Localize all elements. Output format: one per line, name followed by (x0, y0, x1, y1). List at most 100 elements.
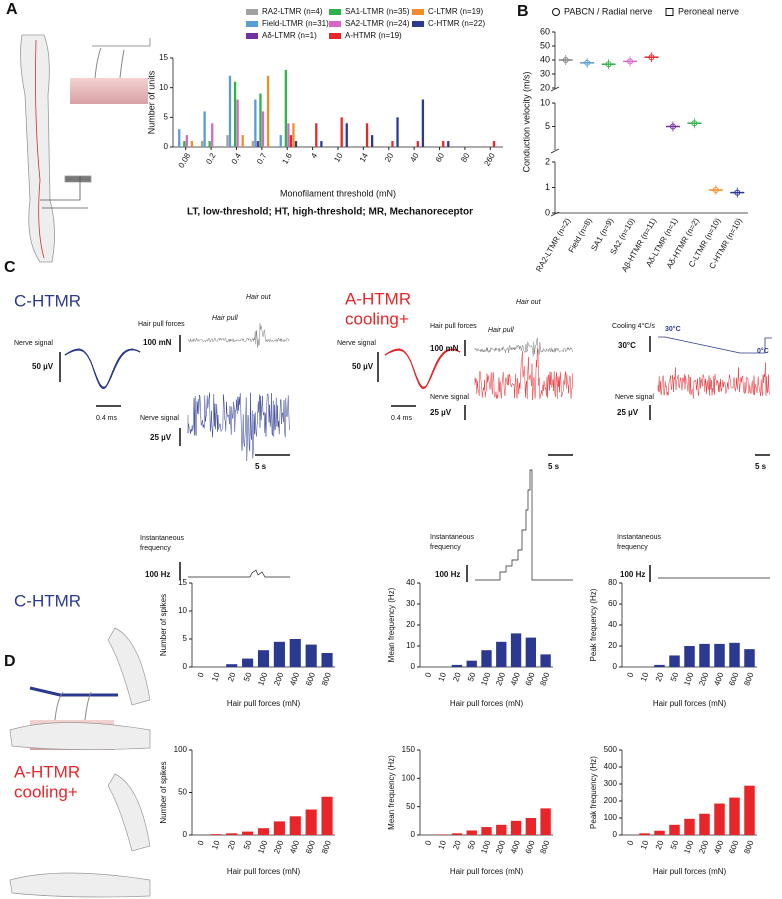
bar (684, 646, 695, 667)
row-label: cooling+ (14, 782, 78, 801)
point (734, 189, 741, 196)
y-tick-label: 20 (540, 82, 550, 92)
bar (226, 833, 238, 835)
bar (241, 135, 244, 147)
note: LT, low-threshold; HT, high-threshold; M… (187, 207, 473, 218)
y-tick-label: 300 (604, 779, 618, 788)
x-tick-label: 200 (272, 839, 285, 855)
bar (684, 818, 695, 835)
axis-break (550, 148, 560, 154)
legend-label: C-HTMR (n=22) (428, 19, 485, 28)
x-tick-label: 0 (196, 671, 206, 679)
y-tick-label: 1 (545, 182, 550, 192)
label: 100 Hz (620, 570, 645, 579)
spike-waveform (64, 349, 141, 389)
x-tick-label: 400 (712, 671, 725, 687)
label: Hair out (516, 299, 542, 306)
label: Instantaneous (140, 535, 184, 542)
bar (226, 664, 238, 667)
bar (510, 633, 522, 667)
spike-waveform (64, 349, 141, 388)
spike-waveform (384, 348, 461, 389)
bar (416, 141, 419, 147)
spike-waveform (384, 349, 461, 388)
bar (190, 141, 194, 147)
x-axis-label: Hair pull forces (mN) (653, 867, 727, 876)
bar (273, 641, 285, 667)
spike-waveform (384, 348, 461, 389)
bar (289, 135, 293, 147)
spike-waveform (384, 349, 461, 388)
bar (266, 75, 270, 147)
bar (178, 129, 181, 147)
legend-label: Peroneal nerve (678, 6, 739, 16)
x-tick-label: 100 (682, 839, 695, 855)
bar (510, 820, 522, 835)
legend-marker (552, 8, 560, 16)
bar (228, 75, 232, 147)
bar (284, 69, 287, 147)
bar (639, 833, 650, 835)
label: 5 s (755, 462, 767, 471)
bar (654, 830, 665, 835)
y-tick-label: 40 (406, 578, 415, 587)
y-tick-label: 100 (604, 813, 618, 822)
legend-swatch (329, 21, 341, 27)
y-tick-label: 0 (183, 662, 188, 671)
x-tick-label: 20 (226, 671, 238, 683)
bar (714, 803, 725, 835)
y-tick-label: 5 (183, 634, 188, 643)
panel-letter: C (4, 259, 16, 276)
bar (226, 135, 229, 147)
y-tick-label: 60 (540, 26, 550, 36)
x-tick-label: 800 (538, 839, 551, 855)
bar (714, 643, 725, 667)
x-tick-label: 200 (697, 671, 710, 687)
y-tick-label: 10 (540, 97, 550, 107)
spike-waveform (64, 349, 141, 388)
bar (257, 650, 270, 667)
bar (340, 117, 343, 147)
x-tick-label: 100 (682, 671, 695, 687)
x-tick-label: 40 (408, 151, 421, 164)
y-tick-label: 5 (164, 112, 169, 121)
spike-waveform (64, 349, 141, 388)
bar (289, 816, 301, 835)
x-tick-label: 0 (423, 839, 433, 847)
label: Cooling 4°C/s (612, 322, 655, 330)
y-tick-label: 100 (402, 773, 416, 782)
label: Hair pull (488, 327, 514, 334)
label: 100 Hz (145, 570, 170, 579)
spike-waveform (384, 349, 461, 388)
bar (525, 818, 537, 835)
bar (669, 824, 680, 835)
bar (321, 653, 333, 667)
x-tick-label: 50 (466, 671, 478, 683)
bar (292, 123, 295, 147)
axis (172, 58, 503, 148)
y-tick-label: 50 (178, 788, 187, 797)
bar (744, 785, 755, 835)
bar (669, 655, 680, 667)
x-tick-label: 10 (437, 671, 449, 683)
x-tick-label: 14 (358, 151, 371, 164)
label: 25 µV (430, 408, 452, 417)
x-tick-label: 20 (451, 839, 463, 851)
spike-waveform (64, 348, 141, 389)
spike-waveform (384, 348, 461, 389)
label: Hair pull (212, 315, 238, 322)
bar (421, 99, 425, 147)
bar (496, 824, 507, 835)
bar (315, 123, 318, 147)
y-tick-label: 15 (178, 578, 187, 587)
bar (305, 644, 317, 667)
bar (242, 831, 254, 835)
spike-waveform (64, 348, 141, 389)
label: 0°C (757, 347, 769, 355)
label: Instantaneous (617, 534, 661, 541)
y-tick-label: 50 (406, 802, 415, 811)
point (648, 54, 655, 61)
legend-marker (665, 8, 674, 16)
x-tick-label: 400 (288, 839, 301, 855)
